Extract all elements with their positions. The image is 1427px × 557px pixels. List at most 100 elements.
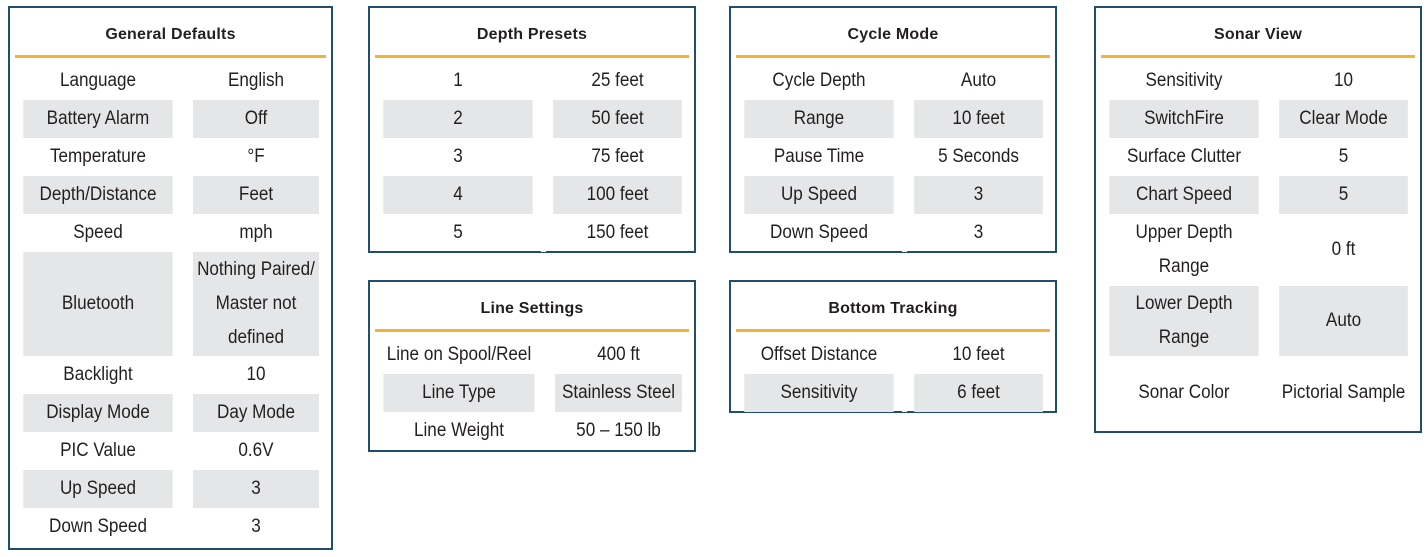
table-row: Depth/Distance Feet	[15, 176, 326, 214]
setting-label: Pause Time	[773, 146, 865, 167]
preset-number: 4	[383, 176, 533, 214]
setting-label: Bluetooth	[23, 252, 173, 356]
setting-label: Line Weight	[414, 420, 504, 441]
setting-label: Line on Spool/Reel	[383, 332, 535, 374]
setting-value: Day Mode	[193, 394, 319, 432]
table-row: Upper Depth Range 0 ft	[1101, 214, 1415, 286]
setting-label: Down Speed	[770, 222, 868, 243]
preset-depth: 50 feet	[553, 100, 682, 138]
line-settings-table: Line on Spool/Reel 400 ft Line Type Stainl…	[375, 332, 689, 450]
general-defaults-table: Language English Battery Alarm Off Tempera…	[15, 58, 326, 546]
setting-value: 3	[193, 470, 319, 508]
table-row: Backlight 10	[15, 356, 326, 394]
table-row: Pause Time 5 Seconds	[736, 138, 1050, 176]
sonar-view-table: Sensitivity 10 SwitchFire Clear Mode Surfa…	[1101, 58, 1415, 430]
setting-value: 0.6V	[238, 440, 274, 461]
table-row: PIC Value 0.6V	[15, 432, 326, 470]
setting-value: °F	[247, 146, 265, 167]
setting-label: Temperature	[49, 146, 146, 167]
table-row: Down Speed 3	[736, 214, 1050, 252]
setting-label: Down Speed	[49, 516, 147, 537]
sonar-view-title: Sonar View	[1101, 8, 1415, 58]
table-row: 5 150 feet	[375, 214, 689, 252]
depth-presets-title: Depth Presets	[375, 8, 689, 58]
table-row: Surface Clutter 5	[1101, 138, 1415, 176]
setting-value: 6 feet	[914, 374, 1043, 412]
table-row: 2 50 feet	[375, 100, 689, 138]
setting-label: Surface Clutter	[1126, 146, 1242, 167]
setting-label: SwitchFire	[1109, 100, 1259, 138]
setting-label: Battery Alarm	[23, 100, 173, 138]
table-row: Range 10 feet	[736, 100, 1050, 138]
setting-value: 5	[1338, 146, 1349, 167]
preset-number: 1	[383, 58, 533, 100]
table-row: 3 75 feet	[375, 138, 689, 176]
preset-depth: 150 feet	[586, 222, 649, 243]
table-row: 1 25 feet	[375, 58, 689, 100]
table-row: Language English	[15, 58, 326, 100]
table-row: Line Weight 50 – 150 lb	[375, 412, 689, 450]
setting-value: 10 feet	[914, 332, 1043, 374]
depth-presets-panel: Depth Presets 1 25 feet 2 50 feet 3 75 feet…	[368, 6, 696, 253]
table-row: Chart Speed 5	[1101, 176, 1415, 214]
setting-label: Cycle Depth	[744, 58, 894, 100]
setting-value: 5 Seconds	[938, 146, 1019, 167]
table-row: Sensitivity 6 feet	[736, 374, 1050, 412]
table-row: Bluetooth Nothing Paired/ Master not defi…	[15, 252, 326, 356]
table-row: Up Speed 3	[15, 470, 326, 508]
setting-label: Speed	[73, 222, 123, 243]
line-settings-panel: Line Settings Line on Spool/Reel 400 ft L…	[368, 280, 696, 452]
setting-value: Nothing Paired/ Master not defined	[193, 252, 319, 356]
setting-value: Auto	[1279, 286, 1408, 356]
setting-label: Upper Depth Range	[1135, 222, 1233, 277]
setting-label: Sensitivity	[744, 374, 894, 412]
bottom-tracking-title: Bottom Tracking	[736, 282, 1050, 332]
table-row: Speed mph	[15, 214, 326, 252]
table-row: 4 100 feet	[375, 176, 689, 214]
preset-depth: 75 feet	[591, 146, 644, 167]
table-row: Lower Depth Range Auto	[1101, 286, 1415, 356]
table-row: Sonar Color Pictorial Sample	[1101, 356, 1415, 430]
table-row: Display Mode Day Mode	[15, 394, 326, 432]
table-row: Battery Alarm Off	[15, 100, 326, 138]
table-row: Sensitivity 10	[1101, 58, 1415, 100]
setting-label: Lower Depth Range	[1109, 286, 1259, 356]
setting-label: Line Type	[383, 374, 535, 412]
setting-value: 0 ft	[1331, 239, 1356, 260]
setting-value: mph	[239, 222, 273, 243]
general-defaults-panel: General Defaults Language English Battery…	[8, 6, 333, 550]
setting-value: Auto	[914, 58, 1043, 100]
preset-number: 3	[453, 146, 463, 167]
setting-value: English	[193, 58, 319, 100]
setting-label: Up Speed	[23, 470, 173, 508]
table-row: Down Speed 3	[15, 508, 326, 546]
preset-number: 5	[453, 222, 463, 243]
depth-presets-table: 1 25 feet 2 50 feet 3 75 feet 4 100 feet 5 15…	[375, 58, 689, 252]
setting-label: Up Speed	[744, 176, 894, 214]
table-row: Temperature °F	[15, 138, 326, 176]
setting-label: Range	[744, 100, 894, 138]
setting-label: Display Mode	[23, 394, 173, 432]
setting-label: Offset Distance	[744, 332, 894, 374]
sonar-view-panel: Sonar View Sensitivity 10 SwitchFire Clear…	[1094, 6, 1422, 433]
setting-value: Pictorial Sample	[1281, 382, 1406, 403]
setting-value: 10	[246, 364, 266, 385]
setting-label: Backlight	[63, 364, 133, 385]
cycle-mode-table: Cycle Depth Auto Range 10 feet Pause Time 5…	[736, 58, 1050, 252]
bottom-tracking-table: Offset Distance 10 feet Sensitivity 6 feet	[736, 332, 1050, 412]
setting-value: 400 ft	[555, 332, 682, 374]
bottom-tracking-panel: Bottom Tracking Offset Distance 10 feet S…	[729, 280, 1057, 413]
setting-value: 5	[1279, 176, 1408, 214]
table-row: Offset Distance 10 feet	[736, 332, 1050, 374]
setting-value: Feet	[193, 176, 319, 214]
setting-value: Clear Mode	[1279, 100, 1408, 138]
preset-depth: 25 feet	[553, 58, 682, 100]
setting-label: Sensitivity	[1109, 58, 1259, 100]
setting-label: Sonar Color	[1138, 382, 1230, 403]
setting-label: Chart Speed	[1109, 176, 1259, 214]
setting-label: Depth/Distance	[23, 176, 173, 214]
line-settings-title: Line Settings	[375, 282, 689, 332]
table-row: SwitchFire Clear Mode	[1101, 100, 1415, 138]
preset-depth: 100 feet	[553, 176, 682, 214]
table-row: Line on Spool/Reel 400 ft	[375, 332, 689, 374]
